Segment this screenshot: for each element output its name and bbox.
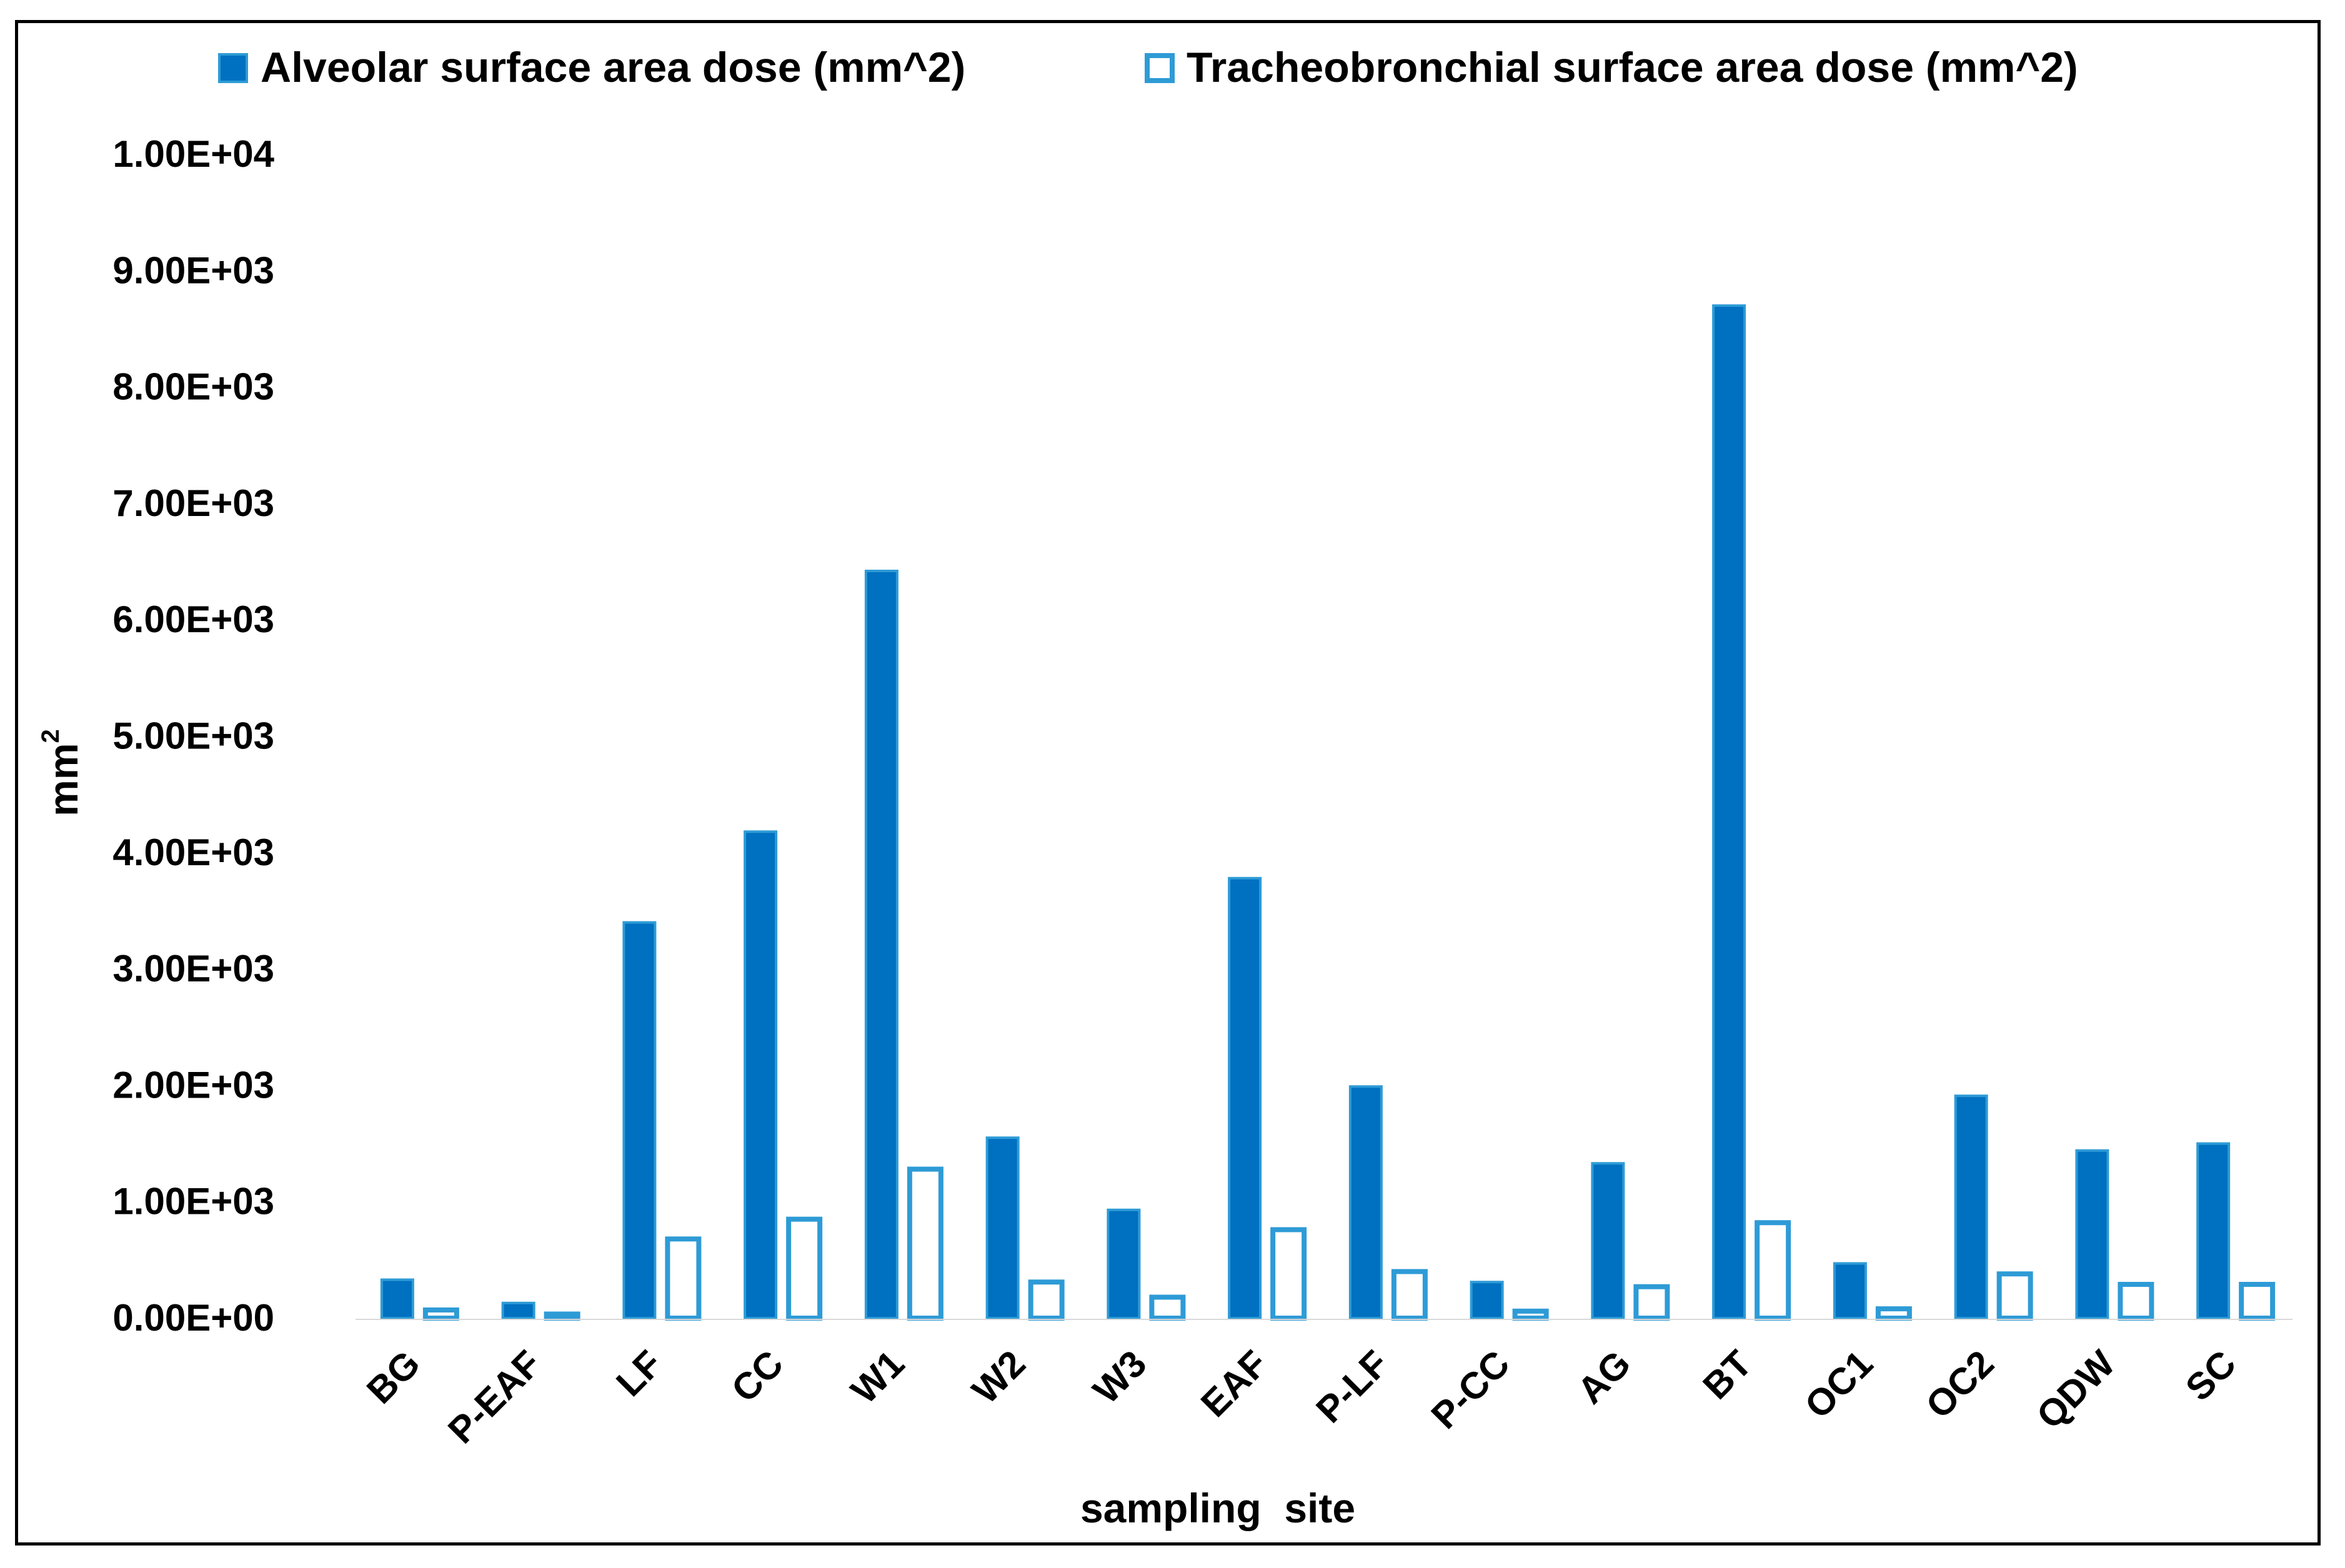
y-tick-label: 7.00E+03 — [112, 482, 274, 524]
chart-frame: Alveolar surface area dose (mm^2) Trache… — [15, 20, 2321, 1546]
y-tick-label: 1.00E+03 — [112, 1181, 274, 1223]
y-tick-label: 8.00E+03 — [112, 366, 274, 408]
y-axis-title-superscript: 2 — [37, 729, 64, 743]
x-tick-label-oc2: OC2 — [1918, 1342, 2002, 1427]
legend: Alveolar surface area dose (mm^2) Trache… — [218, 44, 2078, 91]
bar-tracheobronchial-bg — [422, 1307, 459, 1321]
x-tick-label-p-cc: P-CC — [1423, 1342, 1518, 1437]
bar-tracheobronchial-qdw — [2118, 1281, 2154, 1321]
bar-alveolar-w1 — [864, 569, 899, 1319]
bar-tracheobronchial-oc2 — [1996, 1271, 2033, 1321]
bar-tracheobronchial-lf — [665, 1236, 702, 1321]
bar-chart: Alveolar surface area dose (mm^2) Trache… — [37, 44, 2293, 1531]
x-tick-label-w1: W1 — [843, 1342, 912, 1412]
bar-alveolar-oc1 — [1833, 1262, 1867, 1319]
bar-alveolar-sc — [2196, 1142, 2231, 1320]
bar-alveolar-bt — [1712, 304, 1746, 1320]
y-axis-title-unit: mm — [40, 743, 86, 816]
bar-alveolar-qdw — [2075, 1149, 2109, 1320]
bar-alveolar-bg — [380, 1278, 414, 1319]
x-axis-title: sampling site — [1080, 1485, 1355, 1531]
x-tick-label-cc: CC — [724, 1342, 792, 1411]
y-tick-label: 2.00E+03 — [112, 1064, 274, 1106]
x-tick-label-p-lf: P-LF — [1308, 1342, 1397, 1431]
bar-alveolar-p-cc — [1470, 1281, 1504, 1319]
x-axis: BG P-EAF LF CC W1 W2 W3 EAF P-LF P-CC AG BT OC1 OC2 QD… — [359, 1342, 2244, 1452]
y-tick-label: 1.00E+04 — [112, 133, 274, 175]
bar-tracheobronchial-cc — [786, 1216, 823, 1321]
bar-tracheobronchial-w1 — [907, 1166, 943, 1321]
bar-tracheobronchial-w3 — [1149, 1294, 1186, 1321]
y-tick-label: 3.00E+03 — [112, 948, 274, 990]
bar-tracheobronchial-bt — [1755, 1220, 1791, 1321]
bar-alveolar-lf — [622, 921, 657, 1319]
x-tick-label-ag: AG — [1570, 1342, 1639, 1412]
y-tick-label: 6.00E+03 — [112, 598, 274, 640]
bar-tracheobronchial-oc1 — [1875, 1306, 1912, 1321]
bar-tracheobronchial-ag — [1633, 1284, 1670, 1321]
bar-alveolar-ag — [1591, 1162, 1625, 1319]
bar-tracheobronchial-w2 — [1028, 1279, 1065, 1321]
x-tick-label-bt: BT — [1695, 1342, 1760, 1407]
legend-swatch-alveolar — [218, 53, 248, 83]
x-tick-label-eaf: EAF — [1193, 1342, 1275, 1425]
bar-alveolar-cc — [744, 830, 778, 1319]
bar-alveolar-w3 — [1107, 1208, 1141, 1319]
bar-alveolar-p-eaf — [501, 1301, 535, 1320]
y-tick-label: 0.00E+00 — [112, 1297, 274, 1339]
x-tick-label-lf: LF — [608, 1342, 670, 1404]
x-tick-label-w2: W2 — [964, 1342, 1033, 1412]
bar-tracheobronchial-p-cc — [1512, 1308, 1549, 1321]
x-tick-label-qdw: QDW — [2029, 1342, 2123, 1437]
x-tick-label-sc: SC — [2178, 1342, 2244, 1409]
y-tick-label: 5.00E+03 — [112, 715, 274, 757]
bar-tracheobronchial-sc — [2239, 1281, 2276, 1321]
bar-alveolar-eaf — [1228, 876, 1262, 1319]
bar-alveolar-oc2 — [1954, 1094, 1988, 1319]
bars — [380, 304, 2276, 1321]
bar-tracheobronchial-eaf — [1270, 1227, 1307, 1321]
legend-swatch-tracheobronchial — [1145, 53, 1175, 83]
bar-alveolar-w2 — [985, 1136, 1020, 1319]
legend-label-tracheobronchial: Tracheobronchial surface area dose (mm^2… — [1187, 44, 2078, 91]
x-tick-label-oc1: OC1 — [1796, 1342, 1881, 1427]
y-tick-label: 4.00E+03 — [112, 831, 274, 873]
legend-label-alveolar: Alveolar surface area dose (mm^2) — [261, 44, 965, 91]
y-axis: 0.00E+00 1.00E+03 2.00E+03 3.00E+03 4.00E+03… — [112, 133, 274, 1339]
bar-alveolar-p-lf — [1348, 1085, 1383, 1319]
x-tick-label-bg: BG — [359, 1342, 428, 1412]
y-tick-label: 9.00E+03 — [112, 249, 274, 291]
y-axis-title: mm2 — [37, 729, 86, 816]
x-tick-label-w3: W3 — [1085, 1342, 1155, 1412]
x-tick-label-p-eaf: P-EAF — [440, 1342, 549, 1452]
bar-tracheobronchial-p-eaf — [544, 1311, 580, 1321]
bar-tracheobronchial-p-lf — [1391, 1269, 1428, 1321]
